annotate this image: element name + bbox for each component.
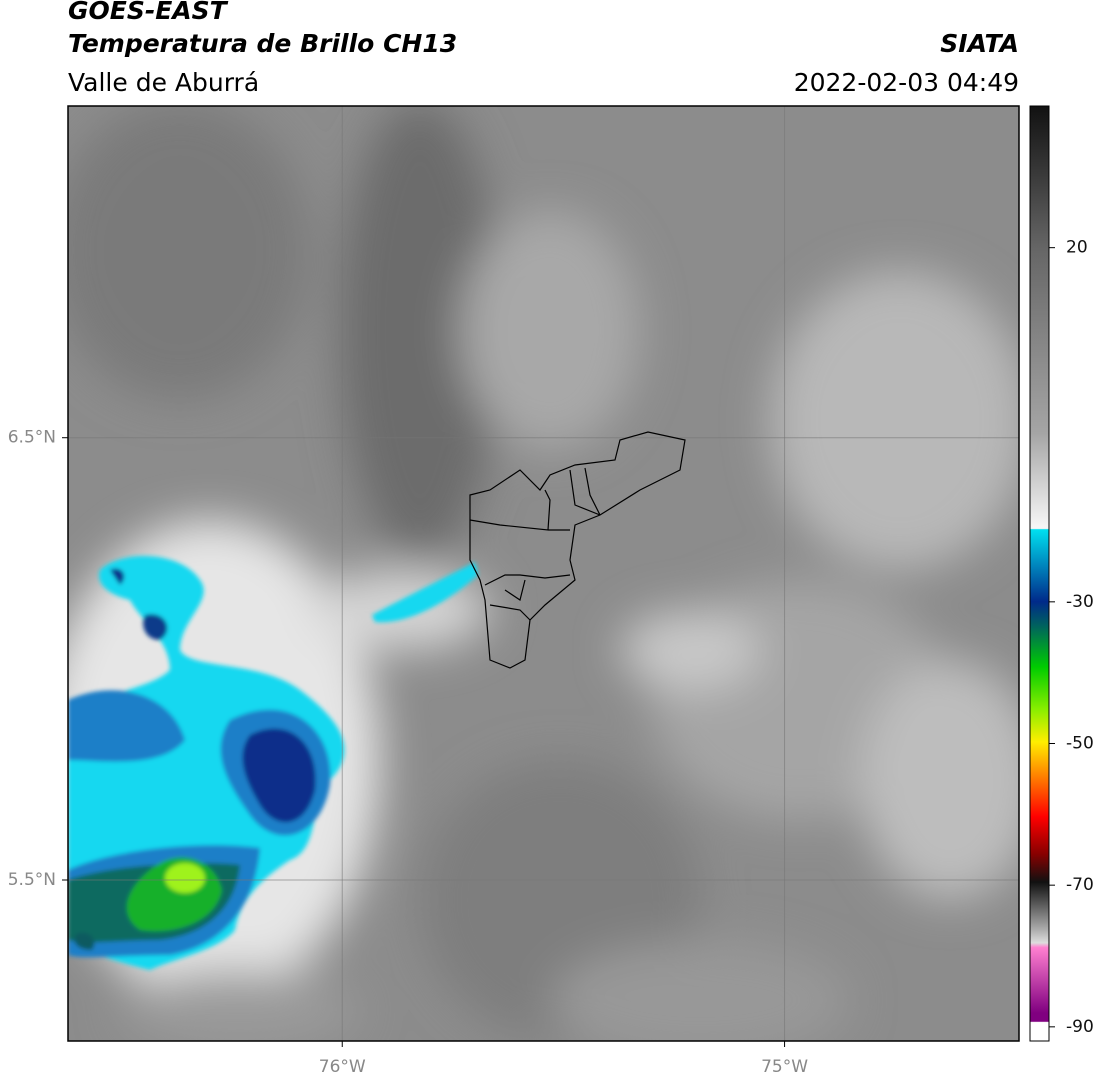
colorbar-tick-label: -90 [1066, 1017, 1094, 1037]
x-tick-label: 76°W [319, 1057, 366, 1077]
colorbar-tick-label: -30 [1066, 592, 1094, 612]
map-frame [67, 105, 1020, 1042]
y-tick-label: 5.5°N [8, 870, 56, 890]
colorbar-tick-label: -50 [1066, 734, 1094, 754]
colorbar-tick-label: -70 [1066, 875, 1094, 895]
map-imagery [68, 106, 1019, 1041]
graticule [68, 106, 1019, 1041]
colorbar-tick-label: 20 [1066, 238, 1088, 258]
subtitle: Temperatura de Brillo CH13 [68, 29, 457, 58]
colorbar [1029, 105, 1050, 1042]
source: SIATA [940, 29, 1019, 58]
x-tick-label: 75°W [761, 1057, 808, 1077]
municipal-boundaries [469, 431, 686, 669]
y-tick-label: 6.5°N [8, 428, 56, 448]
datetime: 2022-02-03 04:49 [794, 68, 1019, 97]
title: GOES-EAST [68, 0, 229, 25]
region: Valle de Aburrá [68, 68, 259, 97]
